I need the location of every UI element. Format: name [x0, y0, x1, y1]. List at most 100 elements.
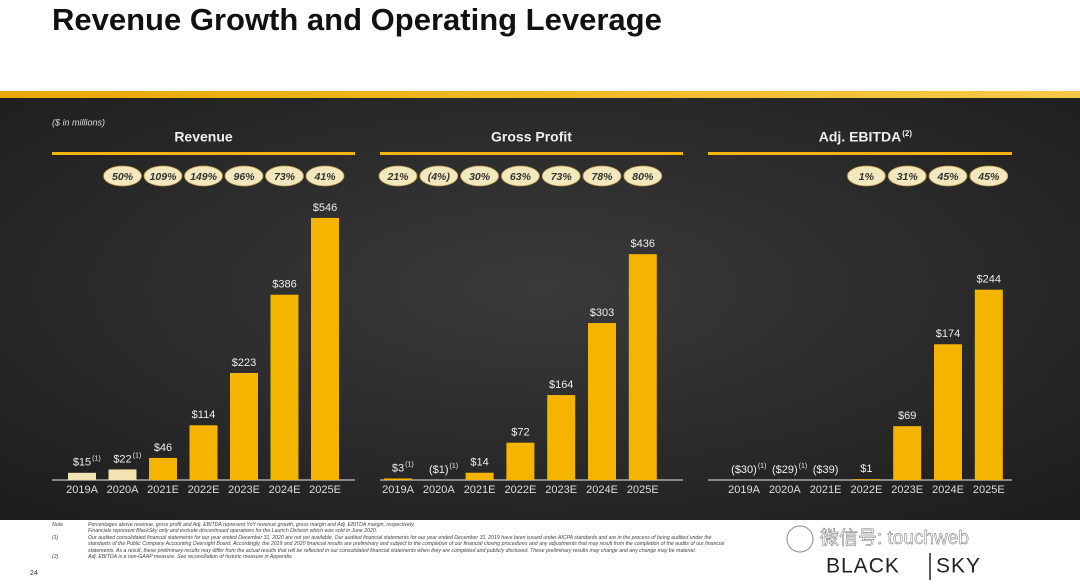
- footnote-text: Our audited consolidated financial state…: [88, 534, 725, 554]
- margin-label: 78%: [591, 171, 613, 183]
- footnote: Financials represent BlackSky only and e…: [52, 528, 732, 534]
- margin-pill: [501, 165, 540, 187]
- x-tick-label: 2025E: [309, 484, 341, 496]
- value-label: $174: [936, 328, 960, 340]
- margin-pill: [928, 165, 968, 187]
- margin-pill: [541, 165, 581, 187]
- value-label: $164: [549, 379, 573, 391]
- footnotes: Note Percentages above revenue, gross pro…: [52, 522, 732, 560]
- value-note: (1): [133, 452, 142, 459]
- value-label: $223: [232, 357, 256, 369]
- margin-pill: [419, 165, 459, 187]
- bar: [974, 289, 1003, 480]
- margin-pill: [460, 165, 500, 187]
- value-note: (1): [799, 463, 808, 470]
- x-tick-label: 2025E: [973, 484, 1005, 496]
- header-rule: [708, 152, 1012, 155]
- footnote-text: Adj. EBITDA is a non-GAAP measure. See r…: [88, 554, 294, 561]
- value-label: $546: [313, 202, 337, 214]
- x-tick-label: 2023E: [228, 484, 260, 496]
- value-label: $14: [470, 457, 488, 469]
- value-label: $244: [977, 274, 1001, 286]
- value-label: $1: [860, 463, 872, 475]
- value-note: (1): [92, 456, 101, 463]
- x-tick-label: 2020A: [107, 484, 139, 496]
- margin-pill: [224, 165, 264, 187]
- header-rule: [52, 152, 355, 155]
- x-tick-label: 2024E: [932, 484, 964, 496]
- x-tick-label: 2020A: [769, 484, 801, 496]
- margin-pill: [969, 165, 1009, 187]
- margin-label: 73%: [551, 171, 573, 183]
- value-label: $15: [73, 457, 91, 469]
- x-tick-label: 2025E: [627, 484, 659, 496]
- bar: [311, 217, 339, 481]
- margin-pill: [623, 165, 663, 187]
- value-note: (1): [758, 463, 767, 470]
- x-tick-label: 2019A: [382, 484, 414, 496]
- margin-label: 30%: [469, 171, 491, 183]
- margin-label: 50%: [112, 171, 134, 183]
- margin-pill: [103, 165, 142, 187]
- bar: [270, 294, 299, 480]
- header-rule: [380, 152, 683, 155]
- value-note: (1): [450, 463, 459, 470]
- margin-label: 63%: [510, 171, 532, 183]
- x-tick-label: 2022E: [504, 484, 536, 496]
- margin-label: 73%: [274, 171, 296, 183]
- bar: [68, 472, 96, 480]
- value-label: $3: [392, 462, 404, 474]
- value-note: (1): [405, 461, 414, 468]
- margin-pill: [582, 165, 622, 187]
- units-label: ($ in millions): [52, 117, 105, 127]
- margin-label: 45%: [936, 171, 959, 183]
- margin-label: 80%: [632, 171, 654, 183]
- title-note: (2): [902, 129, 912, 138]
- chart-title: Gross Profit: [491, 129, 572, 145]
- footnote-text: Percentages above revenue, gross profit …: [88, 522, 415, 528]
- watermark: 微信号: touchweb: [820, 527, 969, 549]
- margin-pill: [305, 165, 345, 187]
- margin-label: 149%: [190, 171, 218, 183]
- footnote-mark: Note: [52, 522, 63, 528]
- footnote-mark: (2): [52, 554, 59, 561]
- bar: [934, 344, 962, 480]
- x-tick-label: 2019A: [66, 484, 98, 496]
- value-label: $386: [272, 279, 296, 291]
- value-label: $69: [898, 410, 916, 422]
- margin-pill: [887, 165, 927, 187]
- bar: [425, 480, 453, 481]
- x-tick-label: 2021E: [464, 484, 496, 496]
- x-tick-label: 2021E: [147, 484, 179, 496]
- logo-left: BLACK: [826, 555, 900, 578]
- value-label: $22: [113, 453, 131, 465]
- margin-label: 31%: [897, 171, 919, 183]
- gold-rule: [0, 91, 1080, 98]
- margin-pill: [378, 165, 418, 187]
- margin-pill: [265, 165, 304, 187]
- bar: [189, 425, 218, 480]
- value-label: $46: [154, 442, 172, 454]
- margin-label: 1%: [859, 171, 875, 183]
- bar: [465, 472, 494, 480]
- bar: [149, 457, 177, 480]
- value-label: ($39): [813, 464, 839, 476]
- bar: [893, 426, 922, 480]
- value-label: ($30): [731, 464, 757, 476]
- value-label: $72: [511, 427, 529, 439]
- bar: [588, 323, 616, 480]
- margin-label: 45%: [977, 171, 1000, 183]
- x-tick-label: 2019A: [728, 484, 760, 496]
- x-tick-label: 2022E: [850, 484, 882, 496]
- page-number: 24: [30, 570, 38, 577]
- margin-label: 21%: [386, 171, 409, 183]
- margin-label: 109%: [150, 171, 178, 183]
- bar: [852, 479, 881, 480]
- margin-label: 41%: [313, 171, 336, 183]
- x-tick-label: 2020A: [423, 484, 455, 496]
- bar: [108, 469, 137, 480]
- footnote: Note Percentages above revenue, gross pro…: [52, 522, 732, 528]
- value-label: $303: [590, 307, 614, 319]
- watermark-icon: [786, 525, 814, 553]
